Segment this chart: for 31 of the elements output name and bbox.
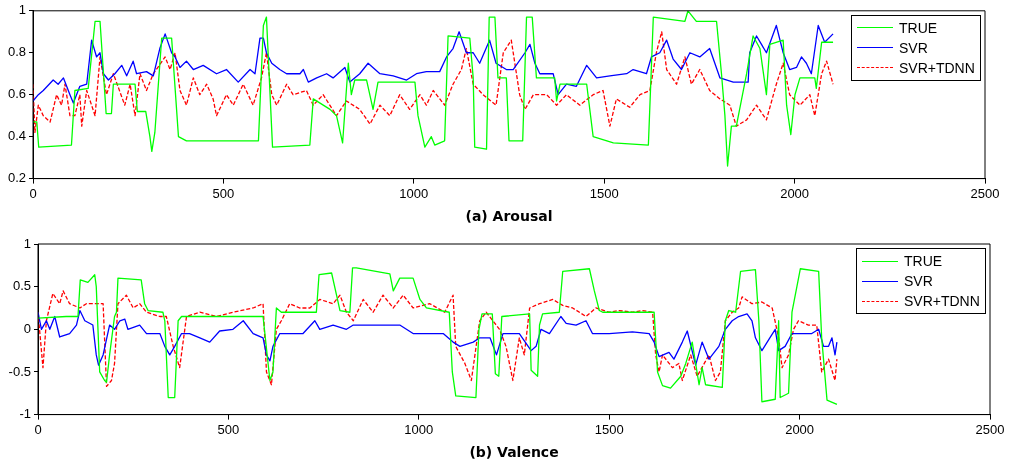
legend-label: SVR bbox=[899, 39, 928, 56]
y-tick-label: 1 bbox=[18, 2, 26, 18]
x-tick-label: 500 bbox=[217, 421, 240, 437]
x-tick-label: 1500 bbox=[589, 185, 619, 201]
x-tick-label: 500 bbox=[212, 185, 235, 201]
y-tick-label: 0.5 bbox=[12, 278, 31, 294]
y-tick-label: 1 bbox=[23, 235, 31, 251]
y-tick-label: 0 bbox=[23, 320, 31, 336]
x-axis-title: (b) Valence bbox=[469, 444, 559, 461]
y-tick-label: 0.6 bbox=[7, 86, 26, 102]
x-tick-label: 2000 bbox=[780, 185, 810, 201]
y-tick-label: -1 bbox=[19, 406, 31, 422]
legend-label: SVR bbox=[904, 273, 933, 289]
x-tick-label: 1000 bbox=[399, 185, 429, 201]
y-tick-label: -0.5 bbox=[8, 363, 31, 379]
x-axis-title: (a) Arousal bbox=[465, 208, 553, 225]
y-tick-label: 0.4 bbox=[7, 128, 26, 144]
line-series bbox=[38, 290, 838, 388]
legend-label: TRUE bbox=[899, 19, 938, 36]
x-tick-label: 2000 bbox=[785, 421, 815, 437]
y-tick-label: 0.8 bbox=[7, 44, 26, 60]
legend-label: SVR+TDNN bbox=[904, 293, 980, 309]
legend-label: SVR+TDNN bbox=[899, 59, 975, 76]
x-tick-label: 1500 bbox=[594, 421, 624, 437]
legend-label: TRUE bbox=[904, 253, 943, 269]
x-tick-label: 0 bbox=[34, 421, 42, 437]
x-tick-label: 1000 bbox=[404, 421, 434, 437]
x-tick-label: 2500 bbox=[970, 185, 1000, 201]
y-tick-label: 0.2 bbox=[7, 170, 26, 186]
line-series bbox=[33, 31, 834, 134]
x-tick-label: 2500 bbox=[975, 421, 1005, 437]
